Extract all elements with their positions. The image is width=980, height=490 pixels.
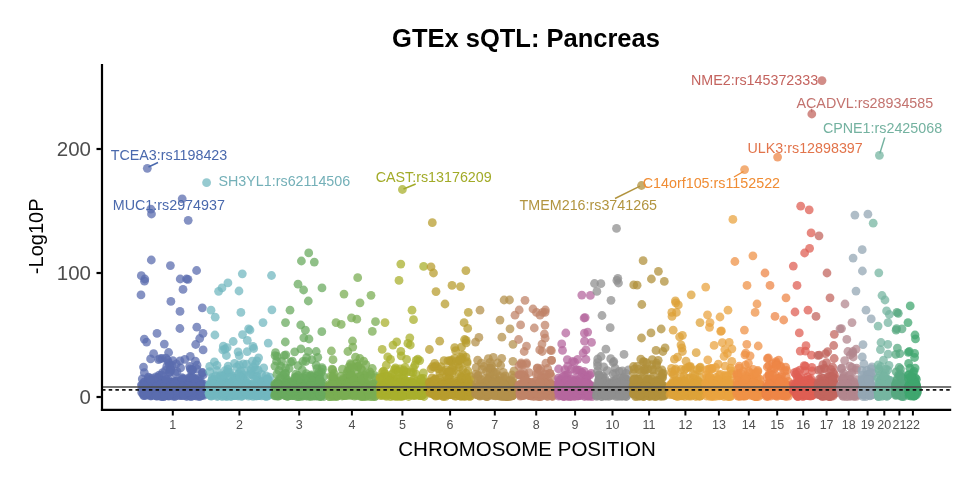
svg-text:6: 6 <box>447 418 454 432</box>
svg-text:14: 14 <box>742 418 756 432</box>
svg-text:NME2:rs145372333: NME2:rs145372333 <box>691 72 818 88</box>
svg-text:ACADVL:rs28934585: ACADVL:rs28934585 <box>797 95 934 111</box>
svg-text:GTEx sQTL: Pancreas: GTEx sQTL: Pancreas <box>392 24 660 52</box>
svg-text:TCEA3:rs1198423: TCEA3:rs1198423 <box>111 147 228 163</box>
svg-text:10: 10 <box>606 418 620 432</box>
svg-text:TMEM216:rs3741265: TMEM216:rs3741265 <box>520 197 658 213</box>
svg-text:ULK3:rs12898397: ULK3:rs12898397 <box>748 140 863 156</box>
svg-text:CPNE1:rs2425068: CPNE1:rs2425068 <box>823 120 942 136</box>
svg-text:0: 0 <box>80 385 91 408</box>
svg-text:CHROMOSOME POSITION: CHROMOSOME POSITION <box>398 437 655 460</box>
svg-text:SH3YL1:rs62114506: SH3YL1:rs62114506 <box>219 173 351 189</box>
svg-text:-Log10P: -Log10P <box>25 198 47 274</box>
svg-text:8: 8 <box>533 418 540 432</box>
svg-text:22: 22 <box>906 418 920 432</box>
svg-text:MUC1:rs2974937: MUC1:rs2974937 <box>113 197 225 213</box>
svg-text:16: 16 <box>796 418 810 432</box>
svg-text:CAST:rs13176209: CAST:rs13176209 <box>376 169 492 185</box>
svg-text:1: 1 <box>169 418 176 432</box>
svg-text:13: 13 <box>712 418 726 432</box>
svg-text:100: 100 <box>57 261 91 284</box>
svg-text:21: 21 <box>892 418 906 432</box>
svg-text:C14orf105:rs1152522: C14orf105:rs1152522 <box>643 175 780 191</box>
svg-text:2: 2 <box>236 418 243 432</box>
svg-text:17: 17 <box>820 418 834 432</box>
svg-text:20: 20 <box>877 418 891 432</box>
svg-text:18: 18 <box>842 418 856 432</box>
svg-text:11: 11 <box>643 418 656 432</box>
svg-text:200: 200 <box>57 137 91 160</box>
svg-text:7: 7 <box>491 418 498 432</box>
svg-text:5: 5 <box>399 418 406 432</box>
svg-text:12: 12 <box>678 418 692 432</box>
svg-text:3: 3 <box>296 418 303 432</box>
svg-text:15: 15 <box>770 418 784 432</box>
svg-text:4: 4 <box>348 418 355 432</box>
svg-text:9: 9 <box>572 418 579 432</box>
svg-text:19: 19 <box>861 418 875 432</box>
